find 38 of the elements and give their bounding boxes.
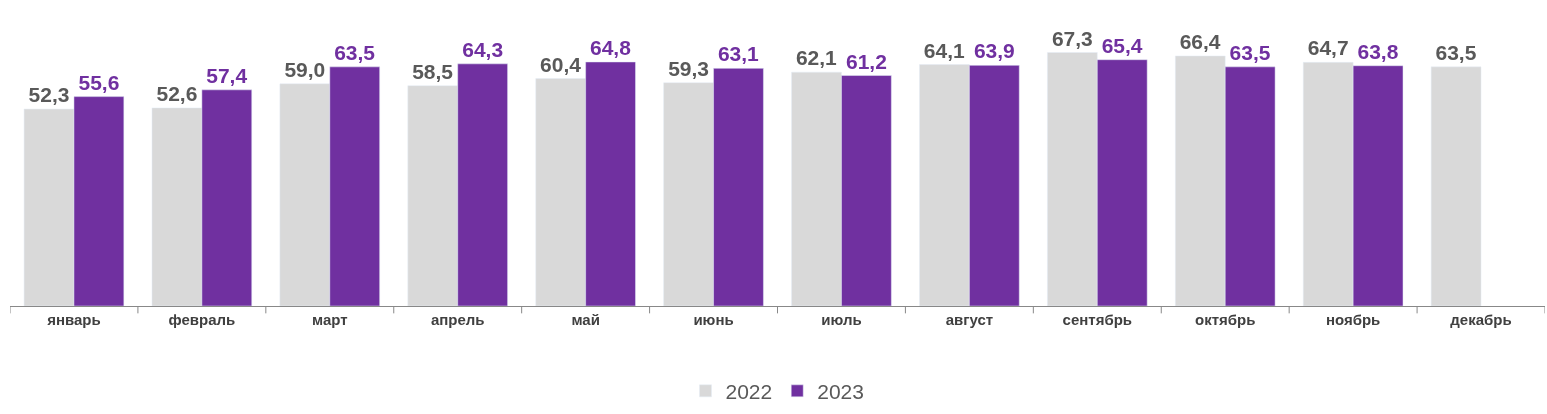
legend-label: 2022 <box>725 380 773 404</box>
data-label: 64,1 <box>923 38 966 62</box>
data-label: 63,5 <box>1435 40 1477 64</box>
x-tick-label: октябрь <box>1195 311 1256 328</box>
data-label: 65,4 <box>1101 33 1143 57</box>
data-label: 61,2 <box>845 49 887 73</box>
data-label: 63,5 <box>1229 40 1271 64</box>
x-tick-label: сентябрь <box>1062 311 1133 328</box>
x-tick-label: январь <box>47 311 101 328</box>
data-label: 64,3 <box>462 37 504 61</box>
data-label: 57,4 <box>206 63 248 87</box>
legend-label: 2023 <box>817 380 864 404</box>
x-tick-label: декабрь <box>1450 311 1512 328</box>
data-label: 52,3 <box>28 83 70 107</box>
data-label: 59,0 <box>284 57 326 81</box>
data-label: 66,4 <box>1179 29 1221 53</box>
data-label: 52,6 <box>156 81 198 105</box>
x-tick-label: июнь <box>693 311 734 328</box>
data-label: 64,8 <box>589 35 632 59</box>
x-tick-label: ноябрь <box>1325 311 1381 328</box>
data-label: 63,1 <box>717 42 760 66</box>
x-tick-label: март <box>312 311 348 328</box>
data-label: 59,3 <box>668 56 710 80</box>
x-tick-label: апрель <box>430 311 485 328</box>
data-label: 55,6 <box>78 70 120 94</box>
data-label: 63,9 <box>973 39 1015 63</box>
data-label: 63,5 <box>334 40 376 64</box>
data-label: 60,4 <box>540 52 582 76</box>
bar <box>1430 66 1482 306</box>
x-tick-label: июль <box>821 311 862 328</box>
data-label: 64,7 <box>1307 36 1349 60</box>
data-label: 63,8 <box>1357 39 1399 63</box>
x-tick-label: май <box>571 311 600 328</box>
x-tick-label: февраль <box>168 311 236 328</box>
data-label: 62,1 <box>795 46 838 70</box>
data-label: 67,3 <box>1051 26 1093 50</box>
x-tick-label: август <box>945 311 994 328</box>
data-label: 58,5 <box>412 59 454 83</box>
